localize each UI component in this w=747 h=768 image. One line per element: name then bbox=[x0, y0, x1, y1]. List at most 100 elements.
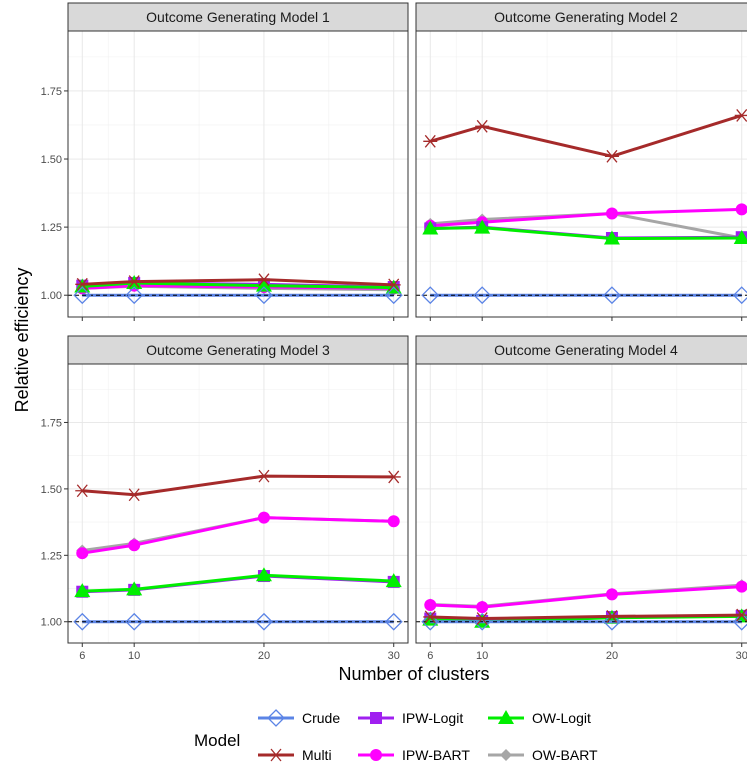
point-ipw-bart bbox=[476, 601, 489, 614]
point-multi bbox=[386, 278, 401, 292]
series-line-multi bbox=[82, 474, 394, 497]
legend-title: Model bbox=[194, 731, 240, 750]
point-ow-logit bbox=[126, 581, 143, 596]
y-axis-title: Relative efficiency bbox=[12, 268, 32, 413]
series-multi bbox=[423, 109, 747, 163]
point-crude bbox=[125, 286, 144, 305]
axes: 1.00 1.25 1.50 1.75 6 10 20 30 1.00 1.25 1.50 1.75 6… bbox=[41, 86, 747, 662]
legend-key-marker bbox=[500, 749, 512, 761]
y-tick-label: 1.00 bbox=[41, 290, 62, 302]
series-line-ow-logit bbox=[82, 573, 394, 593]
series-crude bbox=[416, 286, 747, 305]
point-multi bbox=[75, 484, 90, 498]
point-multi bbox=[386, 470, 401, 484]
panel-title: Outcome Generating Model 3 bbox=[146, 342, 330, 358]
point-multi bbox=[127, 488, 142, 502]
x-tick-label: 10 bbox=[128, 650, 140, 662]
series-ipw-bart bbox=[424, 580, 747, 614]
point-multi bbox=[256, 273, 271, 287]
point-crude bbox=[384, 286, 403, 305]
series-layer bbox=[416, 109, 747, 305]
y-tick-label: 1.00 bbox=[41, 617, 62, 629]
point-crude bbox=[255, 612, 273, 631]
panel-border bbox=[415, 363, 747, 644]
point-multi bbox=[604, 610, 619, 623]
legend-label: Crude bbox=[302, 710, 340, 726]
point-ow-logit bbox=[422, 220, 439, 235]
y-tick-label: 1.50 bbox=[41, 154, 62, 166]
legend-item-ow-logit: OW-Logit bbox=[488, 710, 591, 726]
legend-key-marker bbox=[269, 748, 283, 762]
series-line-ipw-bart bbox=[430, 585, 742, 609]
panel-border bbox=[67, 30, 409, 318]
point-crude bbox=[732, 612, 747, 631]
legend-key-marker bbox=[370, 749, 382, 761]
point-crude bbox=[603, 286, 621, 305]
series-crude bbox=[68, 612, 408, 631]
series-line-ow-logit bbox=[82, 281, 394, 290]
panel-border bbox=[67, 363, 409, 644]
point-ow-logit bbox=[385, 573, 402, 588]
point-ipw-bart bbox=[735, 580, 747, 593]
point-ow-logit bbox=[74, 583, 91, 598]
legend-item-ipw-bart: IPW-BART bbox=[358, 747, 470, 763]
legend-label: IPW-BART bbox=[402, 747, 470, 763]
series-multi bbox=[75, 273, 401, 292]
point-multi bbox=[75, 277, 90, 291]
point-crude bbox=[421, 612, 440, 631]
point-crude bbox=[73, 286, 92, 305]
series-crude bbox=[416, 612, 747, 631]
x-tick-label: 30 bbox=[388, 650, 400, 662]
point-ipw-bart bbox=[387, 515, 400, 528]
legend-item-ow-bart: OW-BART bbox=[488, 747, 598, 763]
panel-3: Outcome Generating Model 3 bbox=[67, 335, 409, 644]
point-crude bbox=[732, 286, 747, 305]
panel-title: Outcome Generating Model 1 bbox=[146, 9, 330, 25]
x-axis-title: Number of clusters bbox=[338, 664, 489, 684]
series-ipw-bart bbox=[76, 511, 400, 560]
point-multi bbox=[475, 119, 490, 133]
y-tick-label: 1.75 bbox=[41, 86, 62, 98]
y-tick-label: 1.25 bbox=[41, 550, 62, 562]
x-tick-label: 6 bbox=[427, 650, 433, 662]
x-tick-label: 20 bbox=[258, 650, 270, 662]
point-ow-logit bbox=[474, 219, 491, 234]
panel-strip bbox=[67, 335, 409, 365]
point-crude bbox=[421, 286, 440, 305]
panel-background bbox=[68, 364, 408, 643]
point-ipw-bart bbox=[605, 207, 618, 220]
series-line-multi bbox=[429, 114, 743, 158]
panel-border bbox=[415, 30, 747, 318]
series-line-multi bbox=[82, 278, 394, 287]
series-multi bbox=[423, 608, 747, 625]
panel-strip bbox=[67, 2, 409, 32]
point-ow-logit bbox=[255, 277, 272, 292]
point-ipw-bart bbox=[735, 203, 747, 216]
panel-strip bbox=[415, 335, 747, 365]
panel-2: Outcome Generating Model 2 bbox=[415, 2, 747, 318]
series-line-multi bbox=[430, 613, 742, 621]
legend-key-marker bbox=[498, 710, 514, 724]
x-tick-label: 30 bbox=[736, 650, 747, 662]
series-ow-logit bbox=[74, 567, 402, 598]
point-crude bbox=[384, 612, 403, 631]
series-line-ipw-bart bbox=[430, 207, 742, 228]
point-crude bbox=[473, 286, 492, 305]
point-multi bbox=[604, 149, 619, 163]
point-multi bbox=[734, 608, 747, 622]
point-crude bbox=[73, 612, 92, 631]
legend-key-marker bbox=[370, 712, 382, 724]
x-tick-label: 20 bbox=[606, 650, 618, 662]
series-ow-logit bbox=[422, 219, 747, 245]
panel-background bbox=[416, 364, 747, 643]
panel-4: Outcome Generating Model 4 bbox=[415, 335, 747, 644]
legend-item-crude: Crude bbox=[258, 709, 340, 727]
series-crude bbox=[68, 286, 408, 305]
point-crude bbox=[603, 612, 621, 631]
legend: Model Crude IPW-Logit OW-Logit Multi IPW-BAR… bbox=[194, 709, 598, 763]
gridlines bbox=[68, 31, 408, 317]
point-multi bbox=[127, 275, 142, 289]
point-multi bbox=[423, 134, 438, 148]
point-crude bbox=[255, 286, 273, 305]
series-line-ow-logit bbox=[430, 226, 742, 241]
